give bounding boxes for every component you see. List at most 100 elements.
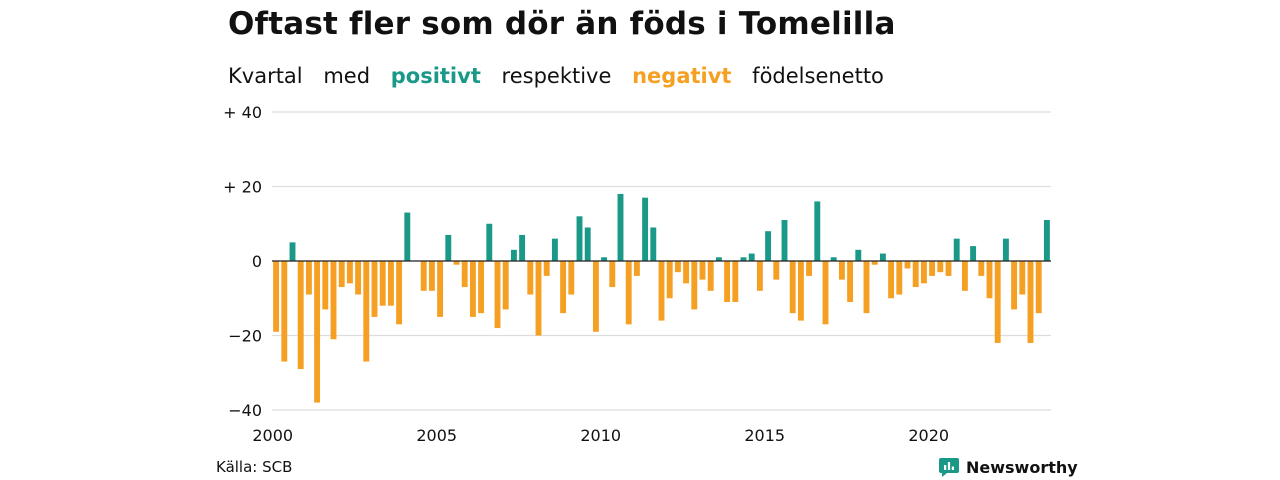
bar <box>355 261 362 295</box>
axis-labels: + 40 + 20 0 −20 −40 2000 2005 2010 2015 2020 <box>223 103 949 445</box>
subtitle-negative-highlight: negativt <box>632 64 732 88</box>
bar <box>396 261 403 325</box>
bar <box>896 261 903 295</box>
bar <box>691 261 698 310</box>
bar <box>838 261 845 280</box>
bar <box>486 223 493 261</box>
bar <box>346 261 353 284</box>
chart-title: Oftast fler som dör än föds i Tomelilla <box>228 6 896 42</box>
bar <box>986 261 993 299</box>
bar <box>871 261 878 265</box>
bar <box>978 261 985 276</box>
x-tick-label: 2005 <box>416 426 457 445</box>
bar <box>404 212 411 261</box>
subtitle-positive-highlight: positivt <box>390 64 481 88</box>
bar <box>970 246 977 261</box>
bar <box>601 257 608 261</box>
y-tick-label: −40 <box>228 401 262 420</box>
brand-name: Newsworthy <box>966 457 1078 477</box>
x-tick-label: 2020 <box>908 426 949 445</box>
chart-subtitle: Kvartal med positivt respektive negativt… <box>228 64 898 88</box>
bar <box>592 261 599 332</box>
bar <box>568 261 575 295</box>
bar <box>945 261 952 276</box>
bar <box>453 261 460 265</box>
bar <box>863 261 870 314</box>
bar <box>543 261 550 276</box>
bar <box>666 261 673 299</box>
bar <box>929 261 936 276</box>
y-tick-label: −20 <box>228 327 262 346</box>
bar <box>560 261 567 314</box>
bar <box>379 261 386 306</box>
bar <box>707 261 714 291</box>
bar <box>781 220 788 261</box>
bar <box>1011 261 1018 310</box>
bar <box>305 261 312 295</box>
subtitle-word-kvartal: Kvartal <box>228 64 303 88</box>
bar <box>387 261 394 306</box>
bar <box>338 261 345 288</box>
x-tick-label: 2000 <box>252 426 293 445</box>
subtitle-word-respektive: respektive <box>501 64 612 88</box>
bar <box>510 249 517 261</box>
bar <box>617 193 624 261</box>
bar <box>461 261 468 288</box>
chart-bubble-icon <box>939 458 959 477</box>
bar <box>289 242 296 262</box>
bar <box>1002 238 1009 261</box>
bar <box>961 261 968 291</box>
bar <box>953 238 960 261</box>
bar <box>314 261 321 403</box>
bar <box>740 257 747 261</box>
bar <box>322 261 329 310</box>
bar <box>527 261 534 295</box>
bar <box>625 261 632 325</box>
bar <box>1019 261 1026 295</box>
bar <box>469 261 476 317</box>
bar <box>699 261 706 280</box>
bar <box>830 257 837 261</box>
bar <box>674 261 681 273</box>
subtitle-word-med: med <box>323 64 371 88</box>
bars <box>273 193 1050 403</box>
bar <box>756 261 763 291</box>
bar <box>576 216 583 261</box>
bar <box>912 261 919 288</box>
bar <box>584 227 591 261</box>
bar <box>879 253 886 261</box>
bar <box>732 261 739 302</box>
bar <box>683 261 690 284</box>
bar <box>814 201 821 261</box>
bar <box>888 261 895 299</box>
bar <box>806 261 813 276</box>
bar <box>551 238 558 261</box>
bar <box>937 261 944 273</box>
x-tick-label: 2015 <box>744 426 785 445</box>
bar <box>420 261 427 291</box>
source-note: Källa: SCB <box>216 458 293 476</box>
bar <box>633 261 640 276</box>
bar <box>330 261 337 340</box>
bar <box>1027 261 1034 343</box>
bar <box>371 261 378 317</box>
bar <box>650 227 657 261</box>
bar <box>994 261 1001 343</box>
bar <box>920 261 927 284</box>
bar <box>502 261 509 310</box>
bar <box>904 261 911 269</box>
bar <box>1035 261 1042 314</box>
bar <box>642 197 649 261</box>
bar <box>789 261 796 314</box>
bar <box>519 234 526 261</box>
y-tick-label: + 40 <box>223 103 262 122</box>
y-tick-label: + 20 <box>223 178 262 197</box>
bar <box>724 261 731 302</box>
y-tick-label: 0 <box>252 252 262 271</box>
bar <box>765 231 772 261</box>
bar <box>658 261 665 321</box>
bar <box>822 261 829 325</box>
bar <box>847 261 854 302</box>
bar <box>535 261 542 336</box>
